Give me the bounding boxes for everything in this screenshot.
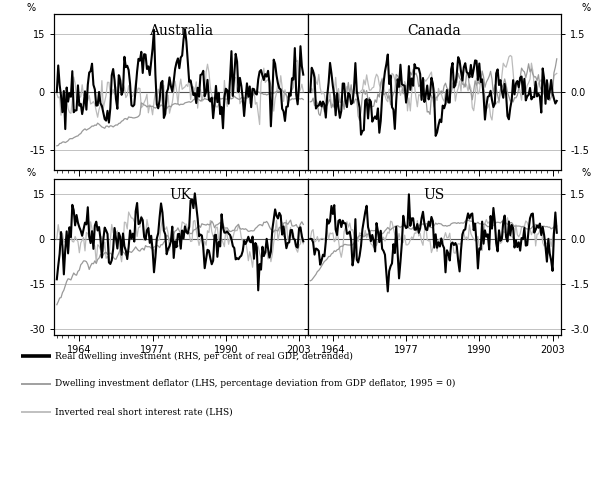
Text: UK: UK [170,188,192,203]
Text: Dwelling investment deflator (LHS, percentage deviation from GDP deflator, 1995 : Dwelling investment deflator (LHS, perce… [55,379,455,389]
Text: Australia: Australia [149,24,213,38]
Text: US: US [424,188,445,203]
Text: %: % [26,3,36,13]
Text: Real dwelling investment (RHS, per cent of real GDP, detrended): Real dwelling investment (RHS, per cent … [55,351,353,361]
Text: Canada: Canada [407,24,461,38]
Text: %: % [26,168,36,178]
Text: %: % [582,168,591,178]
Text: Inverted real short interest rate (LHS): Inverted real short interest rate (LHS) [55,407,233,416]
Text: %: % [582,3,591,13]
